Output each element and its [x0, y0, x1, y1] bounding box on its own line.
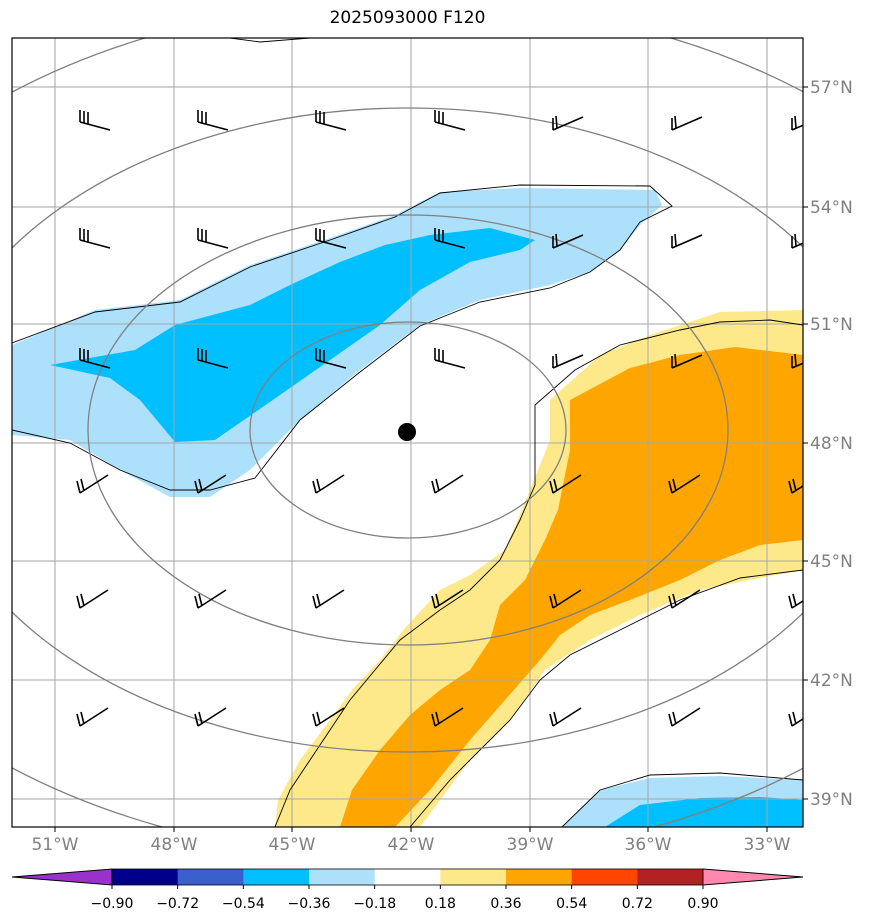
shading-orange-band [340, 347, 803, 827]
shading-bottom-blue [605, 797, 803, 827]
lat-label: 42°N [810, 671, 853, 691]
wind-barb [549, 474, 582, 494]
lon-label: 51°W [32, 835, 79, 855]
colorbar-tick-label: −0.36 [288, 896, 331, 912]
wind-barb [76, 707, 109, 727]
wind-barb [79, 348, 111, 369]
lon-label: 45°W [269, 835, 316, 855]
wind-barb [668, 707, 701, 727]
storm-center-marker [398, 423, 416, 441]
map-plot-area [12, 38, 803, 827]
colorbar-tick-label: 0.18 [425, 896, 456, 912]
wind-barb [788, 711, 803, 727]
colorbar: −0.90 −0.72 −0.54 −0.36 −0.18 0.18 0.36 0.54 0.7… [11, 868, 804, 912]
wind-barb [434, 348, 466, 369]
wind-barb [431, 589, 464, 609]
lon-label: 42°W [388, 835, 435, 855]
colorbar-tick-label: −0.18 [353, 896, 396, 912]
colorbar-tick-label: 0.72 [622, 896, 653, 912]
longitude-labels: 51°W 48°W 45°W 42°W 39°W 36°W 33°W [32, 835, 791, 855]
wind-barb [788, 593, 803, 609]
wind-barb [434, 110, 466, 131]
colorbar-tick-label: −0.90 [91, 896, 134, 912]
wind-barb [671, 233, 703, 249]
lat-label: 48°N [810, 434, 853, 454]
wind-barb [194, 474, 227, 494]
wind-barb [549, 589, 582, 609]
colorbar-segment [374, 869, 441, 885]
wind-barb [431, 474, 464, 494]
wind-barb [788, 478, 803, 494]
axis-ticks [54, 86, 808, 832]
colorbar-frame [111, 868, 704, 886]
map-title: 2025093000 F120 [329, 8, 486, 28]
wind-barb [315, 348, 347, 369]
colorbar-high-extend [702, 868, 804, 886]
wind-barb [76, 474, 109, 494]
wind-barb [194, 589, 227, 609]
lon-label: 48°W [151, 835, 198, 855]
wind-barb [552, 115, 584, 131]
map-frame [11, 37, 804, 828]
colorbar-tick-label: 0.36 [490, 896, 521, 912]
wind-barb [197, 228, 229, 249]
wind-barb [194, 707, 227, 727]
wind-barb [434, 228, 466, 249]
lon-label: 39°W [507, 835, 554, 855]
colorbar-tick-label: −0.54 [222, 896, 265, 912]
lat-label: 54°N [810, 198, 853, 218]
wind-barb [671, 115, 703, 131]
wind-barb [552, 233, 584, 249]
wind-barb [312, 589, 345, 609]
wind-barb [552, 353, 584, 369]
graticule [12, 38, 803, 827]
colorbar-segment [637, 869, 704, 885]
shading-white-gap [420, 570, 803, 827]
wind-barb [791, 115, 803, 131]
lat-label: 51°N [810, 315, 853, 335]
wind-barb [312, 707, 345, 727]
colorbar-tick-label: −0.72 [156, 896, 199, 912]
wind-barb [79, 228, 111, 249]
wind-barb [791, 353, 803, 369]
wind-barb [76, 589, 109, 609]
colorbar-segment [243, 869, 310, 885]
colorbar-segment [440, 869, 507, 885]
colorbar-segment [571, 869, 638, 885]
lat-label: 45°N [810, 552, 853, 572]
wind-barb [79, 110, 111, 131]
wind-barb [197, 110, 229, 131]
latitude-labels: 57°N 54°N 51°N 48°N 45°N 42°N 39°N [810, 78, 853, 810]
wind-barb [791, 233, 803, 249]
wind-barb [315, 110, 347, 131]
wind-barb [431, 707, 464, 727]
colorbar-tick-label: 0.54 [556, 896, 587, 912]
colorbar-segment [506, 869, 573, 885]
wind-barb [312, 474, 345, 494]
wind-barb [668, 589, 701, 609]
colorbar-segment [309, 869, 376, 885]
wind-barb [668, 474, 701, 494]
colorbar-low-extend [11, 868, 113, 886]
colorbar-tick-label: 0.90 [687, 896, 718, 912]
colorbar-segment [112, 869, 179, 885]
range-rings [12, 38, 803, 827]
wind-barb [549, 707, 582, 727]
wind-barb [197, 348, 229, 369]
lat-label: 57°N [810, 78, 853, 98]
lon-label: 33°W [744, 835, 791, 855]
lat-label: 39°N [810, 790, 853, 810]
colorbar-segment [177, 869, 244, 885]
lon-label: 36°W [625, 835, 672, 855]
wind-barb [315, 228, 347, 249]
wind-barbs [76, 110, 803, 727]
wind-barb [671, 353, 703, 369]
